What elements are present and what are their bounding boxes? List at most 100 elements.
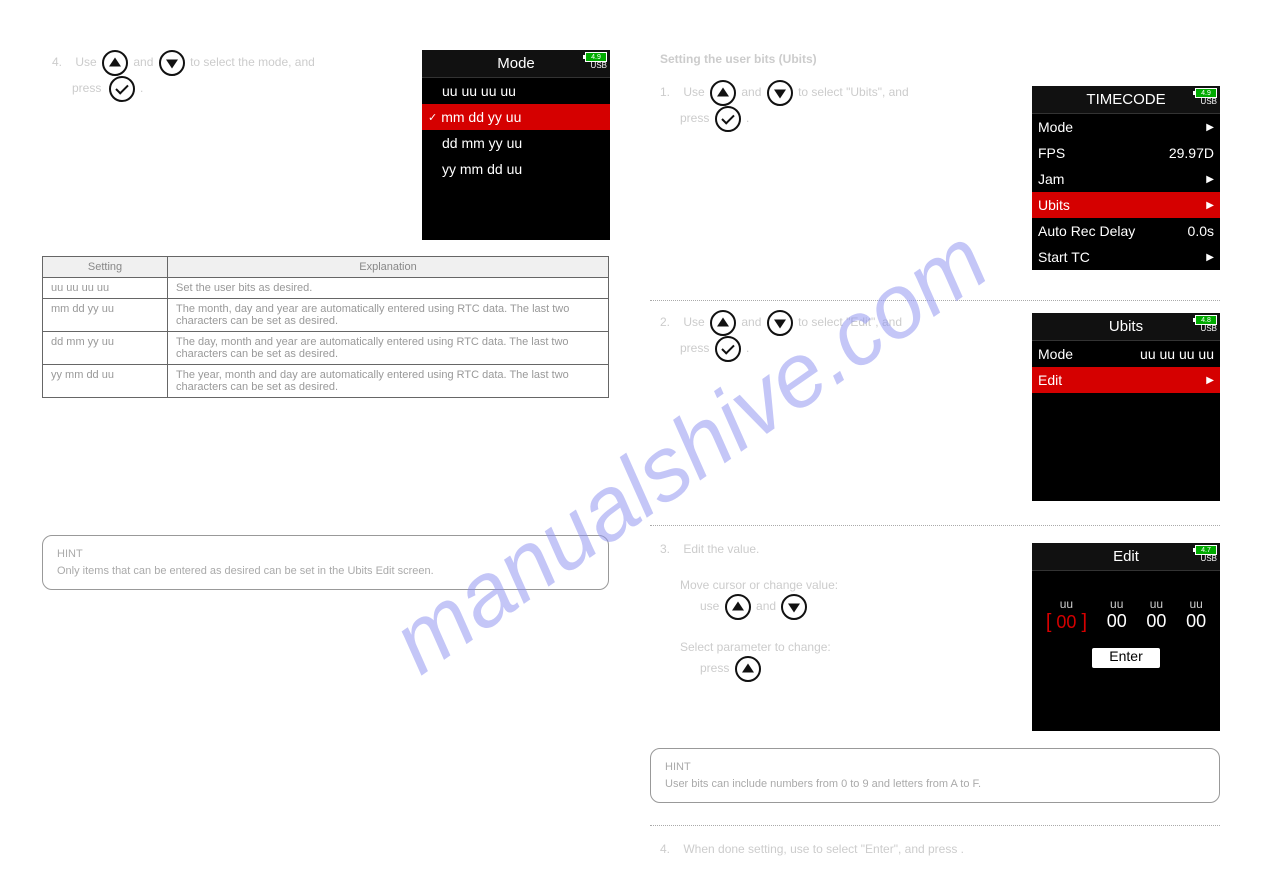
hint-right: HINT User bits can include numbers from …	[650, 748, 1220, 803]
t: Move cursor or change value:	[680, 578, 838, 592]
lcd-ubits: Ubits 4.8 USB Modeuu uu uu uuEdit▶	[1032, 313, 1220, 501]
step-1: 1. Use and to select "Ubits", and press …	[660, 80, 1020, 132]
step-3: 3. Edit the value. Move cursor or change…	[660, 540, 1020, 682]
divider	[650, 525, 1220, 526]
lcd-mode-item[interactable]: uu uu uu uu	[422, 78, 610, 104]
table-row: uu uu uu uuSet the user bits as desired.	[43, 278, 609, 299]
item-label: yy mm dd uu	[442, 161, 522, 177]
row-value: ▶	[1206, 122, 1214, 133]
title-text: TIMECODE	[1086, 91, 1165, 108]
up-icon	[725, 594, 751, 620]
lcd-ubits-row[interactable]: Edit▶	[1032, 367, 1220, 393]
battery-icon: 4.9	[585, 52, 607, 62]
hint-label: HINT	[665, 761, 691, 773]
lcd-tc-row[interactable]: Start TC ▶	[1032, 244, 1220, 270]
lcd-mode-item[interactable]: dd mm yy uu	[422, 130, 610, 156]
battery-indicator: 4.9 USB	[1195, 88, 1217, 106]
expl-cell: The year, month and day are automaticall…	[168, 365, 609, 398]
divider	[650, 825, 1220, 826]
edit-digit-col[interactable]: uu00	[1146, 597, 1166, 634]
lcd-title: Edit 4.7 USB	[1032, 543, 1220, 571]
lcd-mode-item[interactable]: yy mm dd uu	[422, 156, 610, 182]
row-value: 0.0s	[1188, 223, 1214, 239]
t: When done setting, use to select "Enter"…	[683, 842, 964, 856]
battery-icon: 4.9	[1195, 88, 1217, 98]
lcd-title: Ubits 4.8 USB	[1032, 313, 1220, 341]
t: Edit the value.	[683, 542, 759, 556]
digit-label: uu	[1107, 597, 1127, 611]
lcd-timecode: TIMECODE 4.9 USB Mode▶FPS29.97DJam▶Ubits…	[1032, 86, 1220, 270]
t: .	[746, 341, 749, 355]
t: to select the mode, and	[190, 55, 315, 69]
enter-button[interactable]: Enter	[1092, 648, 1160, 668]
t: press	[680, 111, 713, 125]
row-value: uu uu uu uu	[1140, 346, 1214, 362]
edit-digit-col[interactable]: uu00	[1186, 597, 1206, 634]
setting-cell: uu uu uu uu	[43, 278, 168, 299]
hint-text: Only items that can be entered as desire…	[57, 565, 434, 577]
battery-indicator: 4.7 USB	[1195, 545, 1217, 563]
settings-table: Setting Explanation uu uu uu uuSet the u…	[42, 256, 609, 398]
digit-value: 00	[1107, 611, 1127, 632]
check-icon	[715, 106, 741, 132]
item-label: uu uu uu uu	[442, 83, 516, 99]
lcd-tc-row[interactable]: Jam▶	[1032, 166, 1220, 192]
lcd-mode: Mode 4.9 USB uu uu uu uu ✓mm dd yy uu dd m…	[422, 50, 610, 240]
up-icon	[710, 80, 736, 106]
expl-cell: The month, day and year are automaticall…	[168, 299, 609, 332]
check-icon	[715, 336, 741, 362]
table-row: mm dd yy uuThe month, day and year are a…	[43, 299, 609, 332]
t: press	[72, 81, 105, 95]
t: Use	[683, 315, 708, 329]
n: 1.	[660, 83, 680, 101]
t: Use	[683, 85, 708, 99]
check-icon: ✓	[428, 111, 437, 124]
step-2: 2. Use and to select "Edit", and press .	[660, 310, 1020, 362]
t: use	[700, 599, 723, 613]
t: and	[756, 599, 779, 613]
battery-indicator: 4.9 USB	[585, 52, 607, 70]
row-label: Start TC	[1038, 249, 1090, 265]
row-label: Mode	[1038, 119, 1073, 135]
lcd-tc-row[interactable]: Auto Rec Delay 0.0s	[1032, 218, 1220, 244]
table-row: yy mm dd uuThe year, month and day are a…	[43, 365, 609, 398]
digit-value: [ 00 ]	[1046, 611, 1087, 634]
expl-cell: Set the user bits as desired.	[168, 278, 609, 299]
lcd-tc-row[interactable]: FPS 29.97D	[1032, 140, 1220, 166]
edit-digit-col[interactable]: uu00	[1107, 597, 1127, 634]
row-value: 29.97D	[1169, 145, 1214, 161]
digit-label: uu	[1186, 597, 1206, 611]
lcd-mode-item[interactable]: ✓mm dd yy uu	[422, 104, 610, 130]
row-value: ▶	[1206, 252, 1214, 263]
up-icon	[710, 310, 736, 336]
t: and	[741, 315, 764, 329]
lcd-tc-row[interactable]: Ubits▶	[1032, 192, 1220, 218]
battery-icon: 4.8	[1195, 315, 1217, 325]
n: 2.	[660, 313, 680, 331]
digit-value: 00	[1186, 611, 1206, 632]
lcd-edit: Edit 4.7 USB uu[ 00 ]uu00uu00uu00 Enter	[1032, 543, 1220, 731]
t: .	[746, 111, 749, 125]
down-icon	[159, 50, 185, 76]
edit-digit-col[interactable]: uu[ 00 ]	[1046, 597, 1087, 634]
t: and	[133, 55, 156, 69]
t: Use	[75, 55, 100, 69]
down-icon	[781, 594, 807, 620]
t: and	[741, 85, 764, 99]
step-4-left: 4. Use and to select the mode, and press…	[52, 50, 412, 102]
table-row: dd mm yy uuThe day, month and year are a…	[43, 332, 609, 365]
lcd-title: TIMECODE 4.9 USB	[1032, 86, 1220, 114]
row-label: FPS	[1038, 145, 1065, 161]
lcd-ubits-row[interactable]: Modeuu uu uu uu	[1032, 341, 1220, 367]
hint-text: User bits can include numbers from 0 to …	[665, 778, 981, 790]
row-label: Ubits	[1038, 197, 1070, 213]
th-setting: Setting	[43, 257, 168, 278]
hint-left: HINT Only items that can be entered as d…	[42, 535, 609, 590]
title-text: Mode	[497, 55, 535, 72]
row-label: Auto Rec Delay	[1038, 223, 1135, 239]
row-label: Edit	[1038, 372, 1062, 388]
down-icon	[767, 80, 793, 106]
item-label: dd mm yy uu	[442, 135, 522, 151]
lcd-tc-row[interactable]: Mode ▶	[1032, 114, 1220, 140]
digit-label: uu	[1146, 597, 1166, 611]
